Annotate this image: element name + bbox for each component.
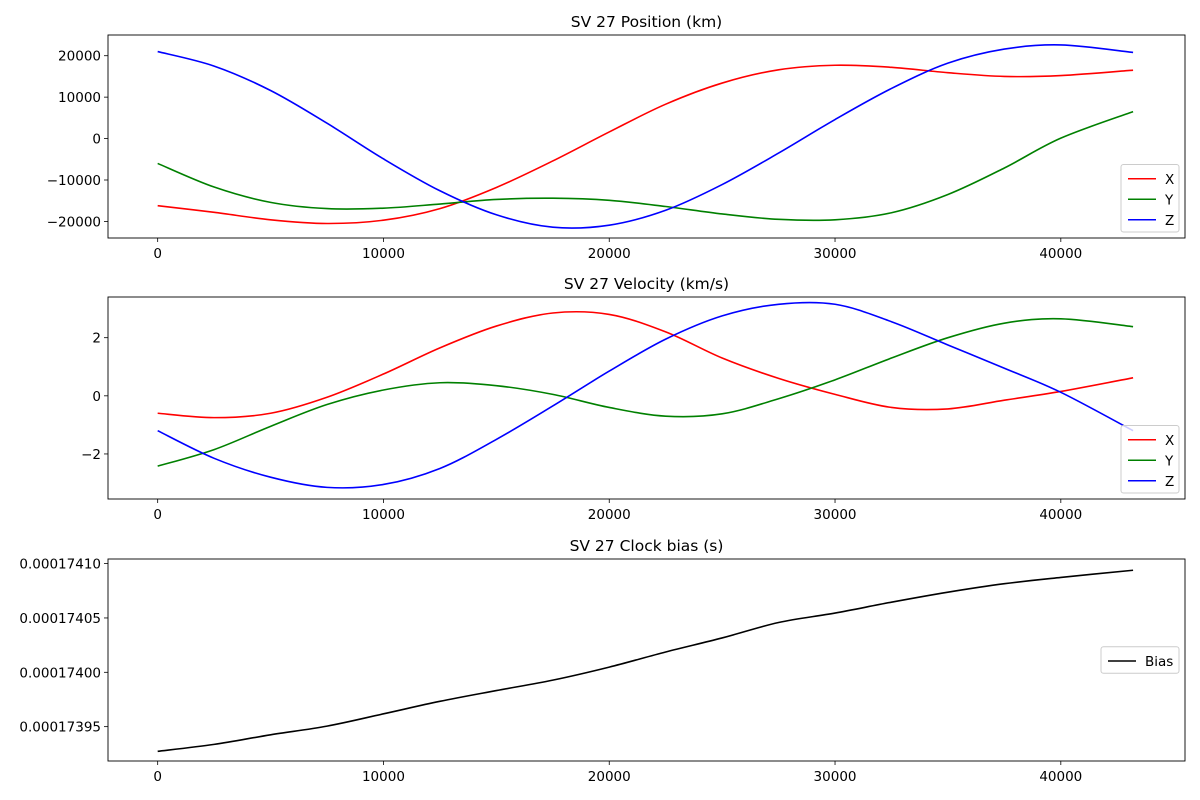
velocity-chart-title: SV 27 Velocity (km/s) xyxy=(564,275,729,293)
position-subplot: SV 27 Position (km) 0 10000 20000 30000 4000… xyxy=(47,13,1186,262)
position-axes-frame xyxy=(107,34,1186,239)
velocity-series-x-line xyxy=(157,310,1134,419)
velocity-x-tick-label: 30000 xyxy=(814,507,857,523)
velocity-legend-box xyxy=(1120,425,1180,494)
clock-bias-series-bias-line xyxy=(157,569,1134,753)
velocity-series-z-line xyxy=(157,301,1134,489)
position-x-tick-label: 20000 xyxy=(588,246,631,262)
clock-bias-y-tick-label: 0.00017395 xyxy=(19,720,101,736)
position-legend: XYZ xyxy=(1120,164,1180,233)
position-series-z-line xyxy=(157,44,1134,229)
velocity-subplot: SV 27 Velocity (km/s) 0 10000 20000 30000 40… xyxy=(81,275,1186,523)
position-y-tick-label: −20000 xyxy=(47,214,101,230)
clock-bias-y-tick-label: 0.00017405 xyxy=(19,611,101,627)
position-legend-label-y: Y xyxy=(1164,192,1174,208)
clock-bias-y-tick-label: 0.00017410 xyxy=(19,557,101,573)
clock-bias-y-tick-label: 0.00017400 xyxy=(19,665,101,681)
velocity-series-y-line xyxy=(157,317,1134,467)
position-y-tick-label: 0 xyxy=(92,132,101,148)
velocity-x-tick-label: 20000 xyxy=(588,507,631,523)
position-legend-box xyxy=(1120,164,1180,233)
velocity-y-tick-label: 2 xyxy=(92,331,101,347)
clock-bias-legend: Bias xyxy=(1100,646,1180,674)
clock-bias-chart-title: SV 27 Clock bias (s) xyxy=(570,537,724,555)
velocity-legend: XYZ xyxy=(1120,425,1180,494)
position-x-tick-label: 10000 xyxy=(362,246,405,262)
clock-bias-legend-box xyxy=(1100,646,1180,674)
clock-bias-legend-label-bias: Bias xyxy=(1145,654,1173,670)
position-series-x-line xyxy=(157,64,1134,225)
velocity-y-tick-label: 0 xyxy=(92,389,101,405)
position-x-tick-label: 40000 xyxy=(1039,246,1082,262)
position-y-tick-label: 10000 xyxy=(58,90,101,106)
clock-bias-x-tick-label: 0 xyxy=(153,769,162,785)
clock-bias-x-tick-label: 30000 xyxy=(814,769,857,785)
velocity-legend-label-x: X xyxy=(1165,433,1174,449)
clock-bias-subplot: SV 27 Clock bias (s) 0 10000 20000 30000 400… xyxy=(19,537,1186,785)
velocity-y-tick-label: −2 xyxy=(81,447,101,463)
position-chart-title: SV 27 Position (km) xyxy=(571,13,722,31)
position-y-tick-label: 20000 xyxy=(58,49,101,65)
clock-bias-x-tick-label: 40000 xyxy=(1039,769,1082,785)
position-legend-label-x: X xyxy=(1165,172,1174,188)
velocity-legend-label-z: Z xyxy=(1165,474,1174,490)
velocity-x-tick-label: 10000 xyxy=(362,507,405,523)
clock-bias-x-tick-label: 10000 xyxy=(362,769,405,785)
position-series-y-line xyxy=(157,110,1134,222)
clock-bias-axes-frame xyxy=(107,558,1186,762)
velocity-axes-frame xyxy=(107,296,1186,500)
position-legend-label-z: Z xyxy=(1165,213,1174,229)
position-x-tick-label: 0 xyxy=(153,246,162,262)
position-y-tick-label: −10000 xyxy=(47,173,101,189)
velocity-x-tick-label: 40000 xyxy=(1039,507,1082,523)
velocity-legend-label-y: Y xyxy=(1164,453,1174,469)
velocity-x-tick-label: 0 xyxy=(153,507,162,523)
position-x-tick-label: 30000 xyxy=(814,246,857,262)
clock-bias-x-tick-label: 20000 xyxy=(588,769,631,785)
